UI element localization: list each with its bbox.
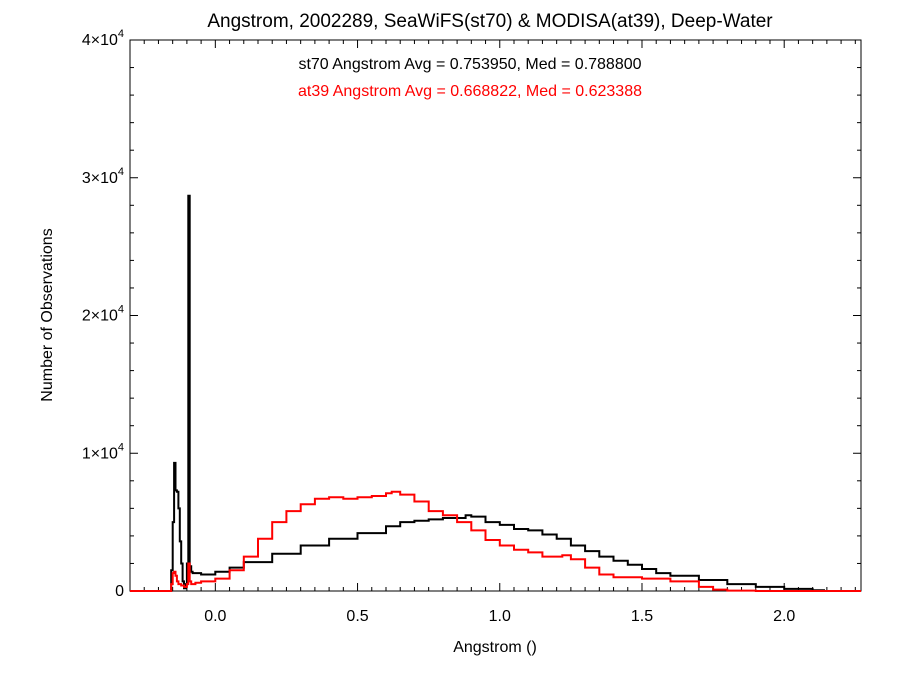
- x-tick-label: 0.0: [204, 608, 226, 625]
- annotation-at39: at39 Angstrom Avg = 0.668822, Med = 0.62…: [298, 83, 642, 100]
- x-axis: 0.0 0.5 1.0 1.5 2.0: [143, 40, 856, 625]
- x-tick-label: 2.0: [773, 608, 795, 625]
- x-tick-label: 1.0: [489, 608, 511, 625]
- plot-frame: [129, 39, 862, 592]
- y-tick-label: 1×104: [82, 441, 124, 462]
- y-tick-label: 4×104: [82, 28, 124, 49]
- x-tick-label: 1.5: [631, 608, 653, 625]
- y-tick-label: 3×104: [82, 166, 124, 187]
- histogram-series: [130, 194, 861, 592]
- at39-histogram-line: [130, 490, 861, 592]
- x-tick-label: 0.5: [346, 608, 368, 625]
- y-axis: 0 1×104 2×104 3×104 4×104: [82, 28, 861, 600]
- st70-histogram-line: [130, 194, 861, 592]
- x-axis-label: Angstrom (): [453, 639, 537, 656]
- y-tick-label: 2×104: [82, 304, 124, 325]
- chart-title: Angstrom, 2002289, SeaWiFS(st70) & MODIS…: [207, 11, 773, 32]
- annotation-st70: st70 Angstrom Avg = 0.753950, Med = 0.78…: [298, 56, 641, 73]
- y-axis-label: Number of Observations: [39, 228, 56, 401]
- y-tick-label: 0: [115, 583, 124, 600]
